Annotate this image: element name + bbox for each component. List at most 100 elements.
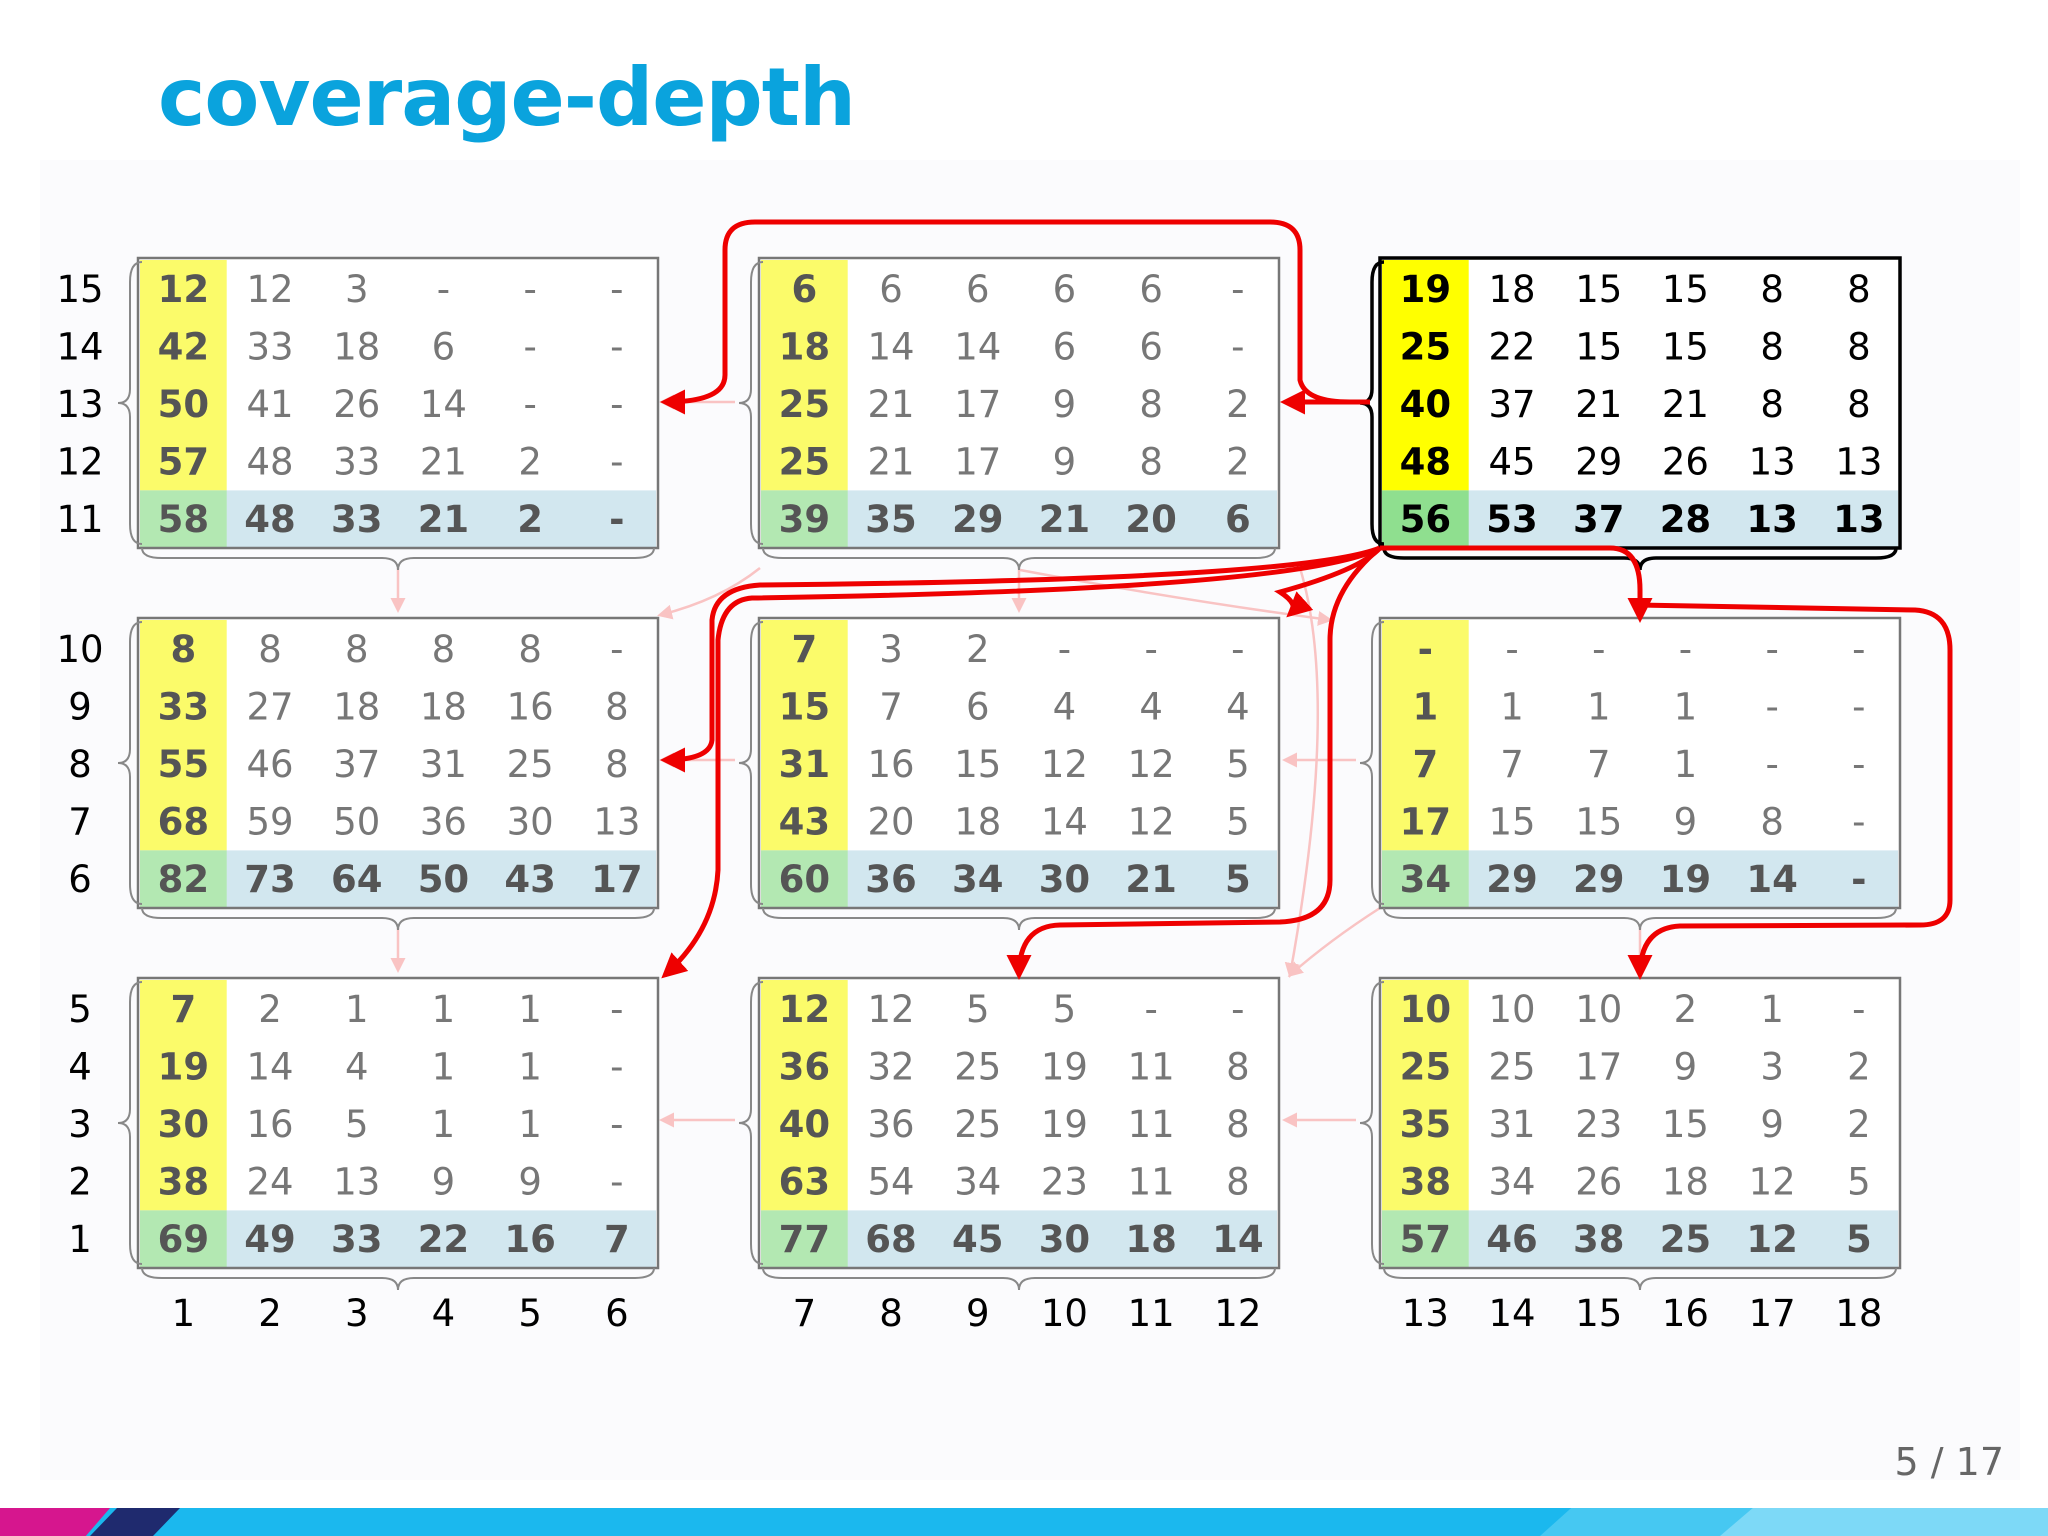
cell-value: 14 — [1212, 1218, 1264, 1261]
cell-value: 14 — [954, 325, 1001, 368]
cell-value: 8 — [1226, 1161, 1250, 1204]
cell-value: 11 — [1128, 1045, 1175, 1088]
cell-value: 5 — [1053, 988, 1077, 1031]
column-label: 7 — [793, 1292, 817, 1335]
cell-value: 14 — [1746, 858, 1798, 901]
row-label: 4 — [68, 1045, 92, 1088]
cell-value: 3 — [879, 628, 903, 671]
cell-value: 1 — [518, 1103, 542, 1146]
cell-value: 54 — [868, 1161, 915, 1204]
cell-value: 6 — [1053, 325, 1077, 368]
cell-value: 6 — [1139, 325, 1163, 368]
cell-value: 39 — [779, 498, 831, 541]
cell-value: 28 — [1660, 498, 1712, 541]
first-column-highlight — [761, 980, 848, 1211]
cell-value: 27 — [247, 685, 294, 728]
row-label: 14 — [56, 325, 103, 368]
cell-value: 30 — [1039, 858, 1091, 901]
column-label: 12 — [1214, 1292, 1261, 1335]
cell-value: 5 — [1226, 743, 1250, 786]
corner-cell-highlight — [1382, 1210, 1469, 1268]
cell-value: 46 — [247, 743, 294, 786]
cell-value: 9 — [1053, 383, 1077, 426]
cell-value: 77 — [779, 1218, 831, 1261]
cell-value: 49 — [244, 1218, 296, 1261]
cell-value: 13 — [1746, 498, 1798, 541]
cell-value: 26 — [333, 383, 380, 426]
left-brace — [738, 621, 764, 905]
cell-value: 6 — [966, 685, 990, 728]
cell-value: 1 — [1674, 685, 1698, 728]
red-arrow — [661, 545, 1382, 979]
cell-value: 18 — [420, 685, 467, 728]
cell-value: 1 — [1500, 685, 1524, 728]
cell-value: 4 — [1053, 685, 1077, 728]
corner-cell-highlight — [140, 1210, 227, 1268]
cell-value: 6 — [1053, 268, 1077, 311]
cell-value: 45 — [1489, 441, 1536, 484]
corner-cell-highlight — [761, 490, 848, 548]
cell-value: 12 — [1128, 743, 1175, 786]
column-label: 10 — [1041, 1292, 1088, 1335]
row-label: 9 — [68, 685, 92, 728]
cell-value: - — [1058, 628, 1071, 671]
footer-bar — [0, 1508, 2048, 1536]
cell-value: 50 — [333, 801, 380, 844]
first-column-highlight — [1382, 620, 1469, 851]
cell-value: 4 — [1139, 685, 1163, 728]
cell-value: 50 — [418, 858, 470, 901]
cell-value: 37 — [1573, 498, 1625, 541]
cell-value: 3 — [1760, 1045, 1784, 1088]
cell-value: - — [1231, 268, 1244, 311]
cell-value: 21 — [1575, 383, 1622, 426]
red-arrow — [1006, 546, 1382, 980]
row-label: 8 — [68, 743, 92, 786]
cell-value: 8 — [1760, 383, 1784, 426]
cell-value: 21 — [1662, 383, 1709, 426]
table-block: 12 12 3 - - - 42 33 18 6 - - 50 41 26 14 - - 57 48 33 21 2 - 58 4… — [136, 256, 660, 550]
cell-value: 26 — [1662, 441, 1709, 484]
cell-value: 13 — [593, 801, 640, 844]
cell-value: 8 — [605, 685, 629, 728]
cell-value: 17 — [591, 858, 643, 901]
cell-value: 1 — [518, 1045, 542, 1088]
table-block: 10 10 10 2 1 - 25 25 17 9 3 2 35 31 23 15 9 2 38 34 26 18 12 5 5… — [1378, 976, 1902, 1270]
cell-value: 21 — [868, 383, 915, 426]
cell-value: 33 — [247, 325, 294, 368]
left-brace — [738, 981, 764, 1265]
cell-value: - — [1231, 988, 1244, 1031]
cell-value: 9 — [1674, 1045, 1698, 1088]
cell-value: - — [1852, 801, 1865, 844]
cell-value: - — [1852, 628, 1865, 671]
row-label: 6 — [68, 858, 92, 901]
cell-value: 5 — [1846, 1218, 1872, 1261]
braces — [117, 260, 1898, 1291]
cell-value: 8 — [1760, 801, 1784, 844]
row-label: 11 — [56, 498, 103, 541]
cell-value: 29 — [1575, 441, 1622, 484]
cell-value: 6 — [1225, 498, 1251, 541]
cell-value: 34 — [952, 858, 1004, 901]
cell-value: 14 — [247, 1045, 294, 1088]
cell-value: 12 — [158, 268, 210, 311]
cell-value: 20 — [1125, 498, 1177, 541]
cell-value: 19 — [1041, 1045, 1088, 1088]
cell-value: 25 — [954, 1103, 1001, 1146]
cell-value: 8 — [1226, 1103, 1250, 1146]
cell-value: 30 — [1039, 1218, 1091, 1261]
cell-value: 5 — [345, 1103, 369, 1146]
cell-value: 8 — [605, 743, 629, 786]
cell-value: 21 — [418, 498, 470, 541]
cell-value: - — [1852, 988, 1865, 1031]
cell-value: - — [610, 628, 623, 671]
cell-value: 48 — [247, 441, 294, 484]
cell-value: 33 — [333, 441, 380, 484]
page-number: 5 / 17 — [1894, 1440, 2005, 1484]
cell-value: 12 — [1128, 801, 1175, 844]
faint-arrow — [1287, 906, 1381, 977]
cell-value: 16 — [504, 1218, 556, 1261]
cell-value: 73 — [244, 858, 296, 901]
row-label: 10 — [56, 628, 103, 671]
cell-value: - — [610, 988, 623, 1031]
